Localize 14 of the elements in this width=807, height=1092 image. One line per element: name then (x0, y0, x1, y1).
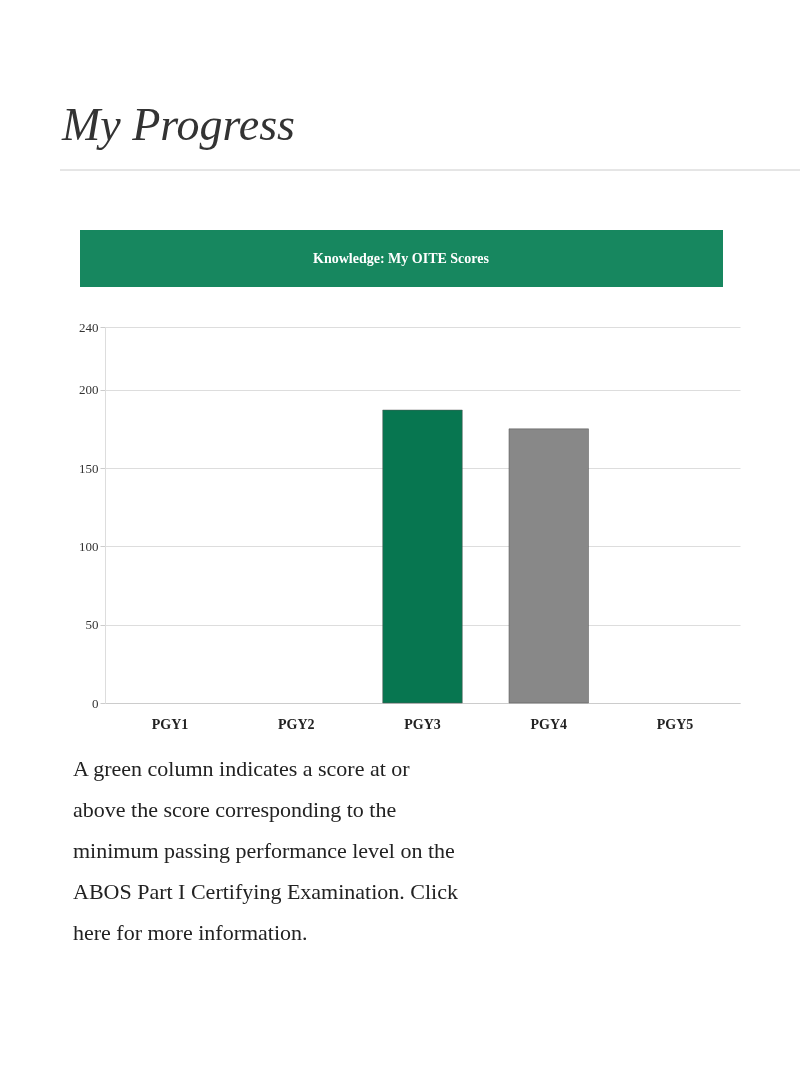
chart-subtitle: Knowledge: My OITE Scores (313, 251, 490, 266)
x-tick-label: PGY5 (656, 716, 694, 732)
x-tick-label: PGY4 (530, 716, 568, 732)
chart-title: My Progress (61, 99, 295, 150)
x-tick-label: PGY1 (151, 716, 189, 732)
y-tick-label: 240 (79, 319, 99, 335)
y-tick-label: 200 (79, 382, 99, 398)
y-tick-label: 50 (85, 617, 99, 633)
x-tick-label: PGY3 (404, 716, 441, 732)
y-tick-label: 150 (79, 460, 99, 476)
x-tick-label: PGY2 (277, 716, 315, 732)
text: A green column indicates a score at or above the score corresponding to the minimum passing performance level on the ABOS Part I Certifying Examination. Click here for more information. (73, 756, 458, 945)
y-tick-label: 100 (79, 538, 99, 554)
y-tick-label: 0 (92, 695, 99, 711)
